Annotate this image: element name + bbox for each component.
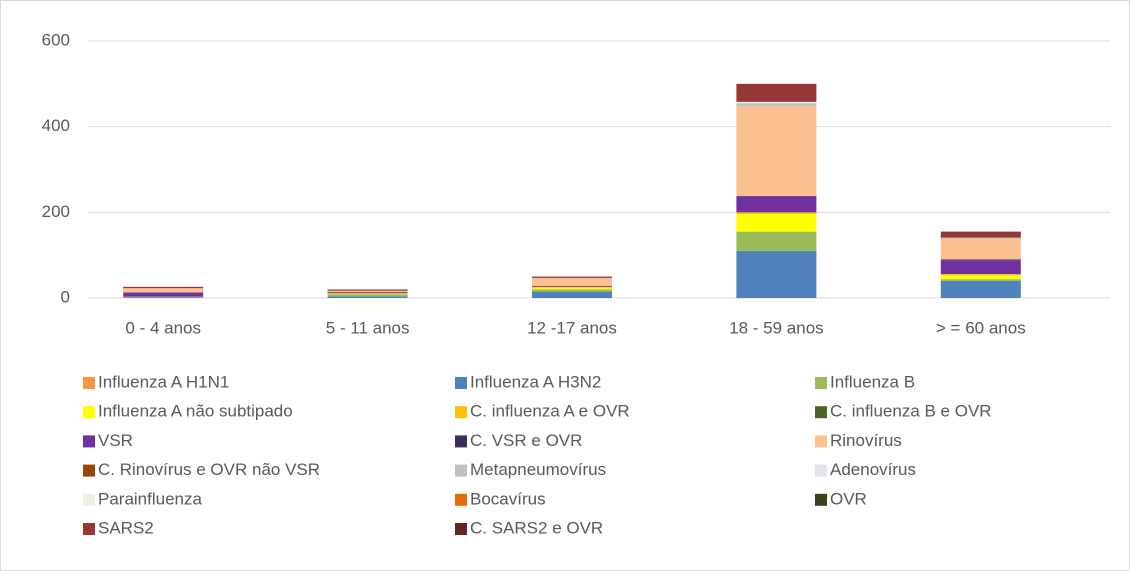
legend-label: Influenza B bbox=[830, 372, 915, 391]
legend-swatch bbox=[815, 435, 827, 448]
legend-label: Influenza A H1N1 bbox=[98, 372, 229, 391]
legend-label: Rinovírus bbox=[830, 431, 902, 450]
legend-swatch bbox=[815, 406, 827, 419]
y-tick-label: 0 bbox=[61, 287, 70, 306]
legend-label: Adenovírus bbox=[830, 460, 916, 479]
legend-label: C. Rinovírus e OVR não VSR bbox=[98, 460, 320, 479]
x-tick-label: 0 - 4 anos bbox=[125, 318, 201, 337]
legend-swatch bbox=[83, 464, 95, 477]
legend-label: Influenza A H3N2 bbox=[470, 372, 601, 391]
legend-label: Bocavírus bbox=[470, 489, 546, 508]
bar-segment bbox=[736, 101, 817, 103]
bar-segment bbox=[736, 106, 817, 197]
bar-segment bbox=[736, 214, 817, 232]
bar-segment bbox=[532, 278, 612, 287]
bar-segment bbox=[736, 231, 817, 251]
bar-segment bbox=[532, 291, 612, 298]
legend-swatch bbox=[83, 523, 95, 535]
legend-swatch bbox=[83, 377, 95, 389]
bar-segment bbox=[327, 296, 408, 298]
bar-segment bbox=[940, 260, 1021, 275]
legend-swatch bbox=[455, 435, 467, 448]
legend-swatch bbox=[83, 493, 95, 506]
bar-segment bbox=[940, 279, 1021, 281]
bar-segment bbox=[940, 231, 1021, 238]
bar-segment bbox=[327, 292, 408, 293]
bar-segment bbox=[736, 102, 817, 104]
bar-segment bbox=[736, 83, 817, 102]
legend-label: Metapneumovírus bbox=[470, 460, 606, 479]
legend-label: C. SARS2 e OVR bbox=[470, 518, 603, 537]
x-tick-label: 5 - 11 anos bbox=[326, 318, 410, 337]
bar-segment bbox=[940, 259, 1021, 261]
legend-swatch bbox=[455, 377, 467, 389]
legend-swatch bbox=[815, 464, 827, 477]
legend-label: VSR bbox=[98, 431, 133, 450]
bar-segment bbox=[123, 296, 204, 298]
legend-swatch bbox=[83, 435, 95, 448]
bar-segment bbox=[736, 250, 817, 298]
x-tick-label: 12 -17 anos bbox=[527, 318, 617, 337]
legend-swatch bbox=[455, 523, 467, 535]
x-tick-label: > = 60 anos bbox=[936, 318, 1026, 337]
x-tick-label: 18 - 59 anos bbox=[729, 318, 824, 337]
y-tick-label: 400 bbox=[42, 116, 70, 135]
bar-segment bbox=[532, 286, 612, 288]
bar-segment bbox=[532, 289, 612, 292]
legend-swatch bbox=[455, 464, 467, 477]
bar-segment bbox=[327, 293, 408, 295]
legend-label: Parainfluenza bbox=[98, 489, 203, 508]
bar-segment bbox=[736, 103, 817, 107]
bar-segment bbox=[940, 274, 1021, 276]
bar-segment bbox=[123, 288, 204, 293]
bar-segment bbox=[940, 280, 1021, 298]
bar-segment bbox=[940, 238, 1021, 260]
bar-segment bbox=[532, 286, 612, 287]
bar-segment bbox=[327, 294, 408, 297]
legend-swatch bbox=[815, 493, 827, 506]
bar-segment bbox=[532, 276, 612, 278]
bar-segment bbox=[327, 290, 408, 293]
legend-swatch bbox=[455, 406, 467, 419]
legend-label: Influenza A não subtipado bbox=[98, 402, 293, 421]
bar-segment bbox=[123, 286, 204, 289]
legend-label: C. VSR e OVR bbox=[470, 431, 582, 450]
legend-label: OVR bbox=[830, 489, 867, 508]
legend-swatch bbox=[83, 406, 95, 419]
legend-swatch bbox=[815, 377, 827, 389]
bar-segment bbox=[940, 275, 1021, 280]
bar-segment bbox=[736, 212, 817, 215]
bar-segment bbox=[327, 289, 408, 291]
y-tick-label: 600 bbox=[42, 30, 70, 49]
y-tick-label: 200 bbox=[42, 202, 70, 221]
bar-segment bbox=[532, 287, 612, 290]
legend-label: C. influenza A e OVR bbox=[470, 402, 630, 421]
bar-segment bbox=[123, 292, 204, 297]
legend-label: C. influenza B e OVR bbox=[830, 402, 992, 421]
legend-label: SARS2 bbox=[98, 518, 154, 537]
legend-swatch bbox=[455, 493, 467, 506]
bar-segment bbox=[940, 237, 1021, 239]
bar-segment bbox=[736, 196, 817, 213]
